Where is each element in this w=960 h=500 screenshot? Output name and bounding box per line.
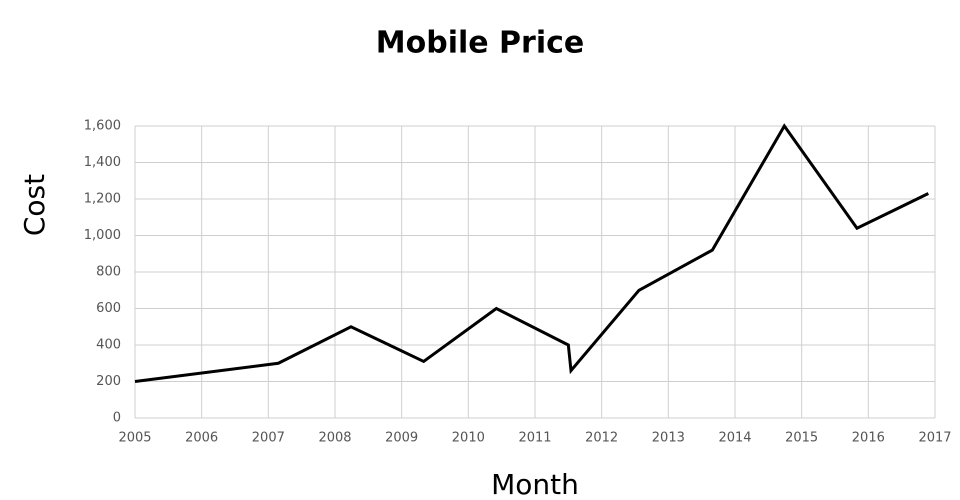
x-tick-label: 2016 — [852, 431, 885, 446]
y-tick-label: 1,000 — [84, 228, 121, 243]
line — [134, 123, 929, 383]
x-tick-label: 2011 — [518, 431, 551, 446]
y-tick-label: 400 — [96, 338, 121, 353]
y-tick-label: 1,600 — [84, 119, 121, 134]
y-tick-label: 1,400 — [84, 155, 121, 170]
y-tick-label: 800 — [96, 265, 121, 280]
x-tick-label: 2009 — [385, 431, 418, 446]
x-tick-label: 2014 — [718, 431, 751, 446]
chart-title: Mobile Price — [376, 26, 585, 61]
y-tick-label: 600 — [96, 301, 121, 316]
x-tick-label: 2010 — [452, 431, 485, 446]
x-tick-label: 2008 — [318, 431, 351, 446]
x-tick-label: 2017 — [918, 431, 951, 446]
y-axis-label: Cost — [18, 174, 51, 236]
x-tick-label: 2006 — [185, 431, 218, 446]
y-tick-label: 1,200 — [84, 192, 121, 207]
x-tick-label: 2013 — [652, 431, 685, 446]
x-tick-label: 2015 — [785, 431, 818, 446]
x-tick-label: 2012 — [585, 431, 618, 446]
y-tick-label: 0 — [113, 411, 121, 426]
x-axis-label: Month — [491, 468, 579, 500]
y-tick-label: 200 — [96, 374, 121, 389]
x-tick-label: 2005 — [118, 431, 151, 446]
x-tick-label: 2007 — [252, 431, 285, 446]
